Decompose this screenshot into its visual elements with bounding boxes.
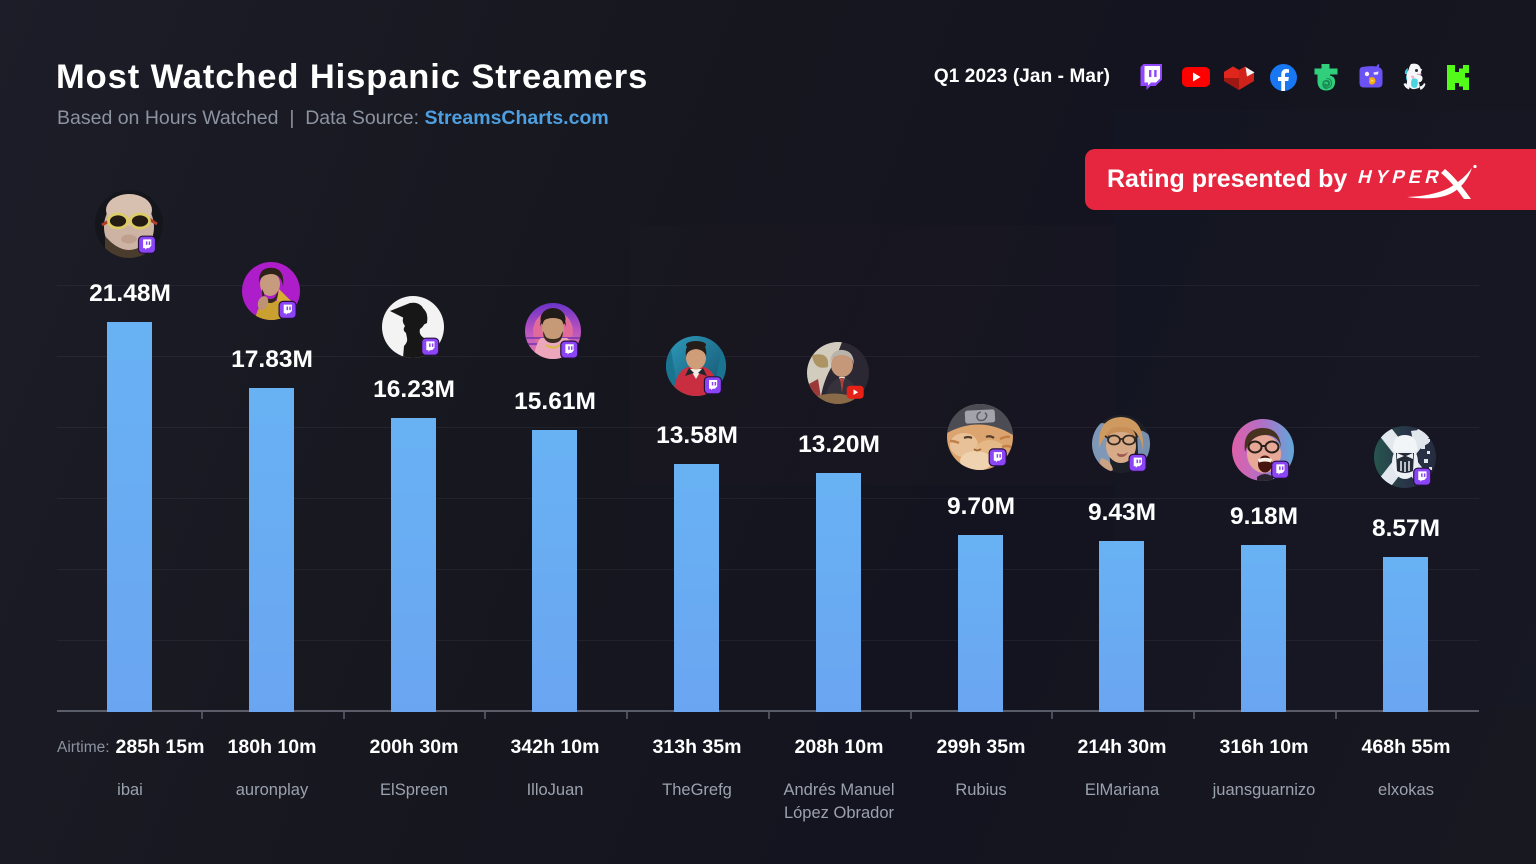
svg-text:HYPER: HYPER (1356, 166, 1446, 187)
